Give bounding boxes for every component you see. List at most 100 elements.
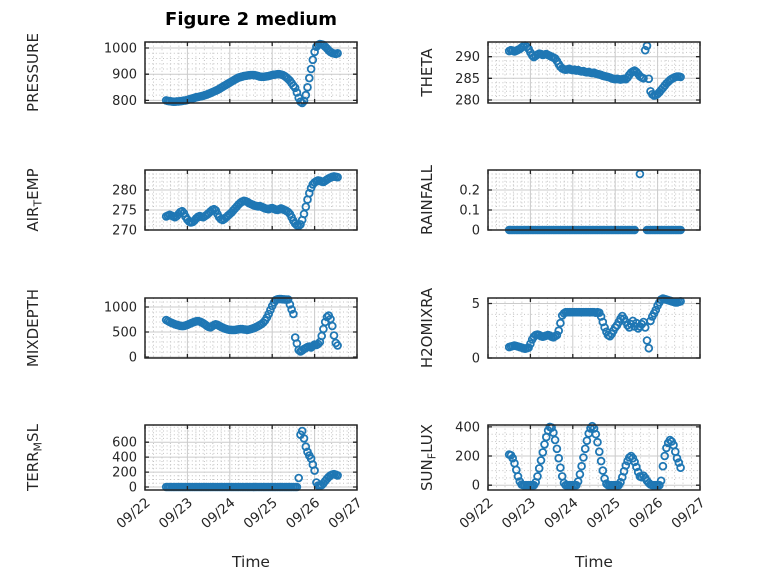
y-tick-labels: 0 200 400 <box>455 420 480 493</box>
subplot-pressure: 800 900 1000 PRESSURE <box>24 33 358 112</box>
subplot-mixdepth: 0 500 1000 MIXDEPTH <box>24 289 358 367</box>
svg-text:09/23: 09/23 <box>156 495 196 532</box>
data-point <box>533 472 542 481</box>
data-point <box>292 88 302 97</box>
data-point <box>310 466 319 475</box>
data-markers <box>161 294 342 356</box>
svg-text:09/26: 09/26 <box>626 495 666 532</box>
data-point <box>508 453 518 463</box>
svg-text:270: 270 <box>112 224 137 239</box>
data-point <box>552 444 562 454</box>
data-point <box>327 321 337 331</box>
data-point <box>547 423 556 432</box>
y-axis-label-theta: THETA <box>418 48 436 98</box>
svg-text:200: 200 <box>455 450 480 465</box>
data-point <box>554 326 563 336</box>
svg-text:09/25: 09/25 <box>241 495 281 532</box>
svg-text:280: 280 <box>455 93 480 108</box>
data-point <box>534 464 544 473</box>
data-point <box>598 466 608 475</box>
x-tick-labels: 09/22 09/23 09/24 09/25 09/26 09/27 <box>456 495 708 532</box>
plot-box <box>144 169 358 231</box>
data-point <box>304 188 314 198</box>
data-point <box>596 456 606 466</box>
plot-box <box>144 297 358 359</box>
y-tick-labels: 0 500 1000 <box>104 301 137 366</box>
data-point <box>310 47 319 57</box>
subplot-air_temp: 270 275 280 AIRTEMP <box>24 168 358 239</box>
data-point <box>266 305 275 315</box>
data-point <box>594 447 604 457</box>
svg-text:400: 400 <box>112 451 137 466</box>
data-point <box>526 339 535 349</box>
data-point <box>556 463 565 473</box>
y-axis-label-air_temp: AIRTEMP <box>24 168 45 231</box>
axis-ticks <box>487 425 701 490</box>
data-point <box>593 437 602 447</box>
svg-text:09/25: 09/25 <box>584 495 624 532</box>
data-point <box>656 476 666 486</box>
data-markers <box>161 39 342 108</box>
data-point <box>575 469 585 479</box>
x-tick-labels: 09/22 09/23 09/24 09/25 09/26 09/27 <box>113 495 365 532</box>
data-point <box>536 456 546 465</box>
data-point <box>644 74 654 84</box>
data-point <box>660 451 669 461</box>
y-axis-label-sun_flux: SUNFLUX <box>418 424 439 491</box>
data-point <box>639 74 648 83</box>
data-point <box>333 48 342 58</box>
data-point <box>580 444 590 454</box>
plot-box <box>487 297 701 359</box>
y-tick-labels: 0 0.1 0.2 <box>459 184 480 239</box>
data-point <box>655 480 664 490</box>
data-point <box>621 461 631 470</box>
data-point <box>264 309 274 319</box>
data-point <box>651 305 661 315</box>
svg-text:0: 0 <box>129 351 137 366</box>
data-point <box>301 442 311 452</box>
svg-text:09/23: 09/23 <box>499 495 539 532</box>
plot-box <box>487 169 701 231</box>
svg-text:285: 285 <box>455 72 480 87</box>
svg-text:200: 200 <box>112 466 137 481</box>
major-grid <box>488 170 700 230</box>
data-point <box>285 300 295 309</box>
plot-background <box>488 170 700 230</box>
svg-text:09/26: 09/26 <box>283 495 323 532</box>
data-point <box>632 462 641 472</box>
major-grid <box>145 170 357 230</box>
data-point <box>538 448 548 457</box>
svg-text:09/24: 09/24 <box>198 495 238 532</box>
data-point <box>624 453 634 462</box>
data-point <box>676 463 685 473</box>
data-point <box>676 72 685 82</box>
axis-ticks <box>144 298 358 358</box>
data-point <box>299 434 309 443</box>
data-point <box>640 323 650 332</box>
data-point <box>658 461 668 471</box>
data-point <box>554 453 563 463</box>
data-point <box>294 473 304 483</box>
axis-ticks <box>144 425 358 490</box>
data-point <box>333 471 342 480</box>
axis-ticks <box>487 298 701 359</box>
y-axis-label-terr_msl: TERRMSL <box>24 423 45 492</box>
svg-text:275: 275 <box>112 204 137 219</box>
y-axis-label-rainfall: RAINFALL <box>418 164 436 235</box>
major-grid <box>488 425 700 490</box>
data-point <box>329 331 339 340</box>
axis-ticks <box>487 42 701 103</box>
svg-text:400: 400 <box>455 420 480 435</box>
data-markers <box>504 421 685 490</box>
svg-text:0.1: 0.1 <box>459 204 480 219</box>
data-point <box>301 90 311 100</box>
data-point <box>297 426 307 436</box>
svg-text:290: 290 <box>455 50 480 65</box>
data-point <box>616 477 625 487</box>
x-axis-label-left: Time <box>232 553 270 571</box>
data-point <box>662 443 671 453</box>
axis-ticks <box>144 42 358 103</box>
data-point <box>642 336 652 345</box>
subplot-rainfall: 0 0.1 0.2 RAINFALL <box>418 164 701 239</box>
svg-text:500: 500 <box>112 326 137 341</box>
